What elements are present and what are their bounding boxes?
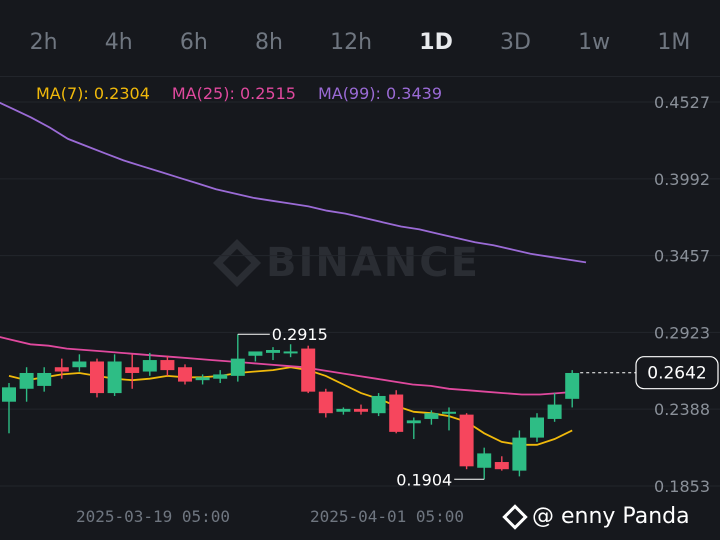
candle-body [248, 351, 263, 356]
y-tick-label: 0.1853 [654, 477, 710, 496]
tab-3d[interactable]: 3D [500, 29, 531, 55]
candle-body [512, 437, 527, 471]
watermark-text: BINANCE [266, 240, 480, 286]
current-price-box [635, 356, 719, 390]
candle-body [477, 453, 492, 468]
attribution: @ enny Panda [502, 503, 690, 530]
y-tick-label: 0.4527 [654, 93, 710, 112]
x-tick-label: 2025-04-01 05:00 [310, 507, 464, 526]
candle-body [301, 348, 316, 392]
interval-tabs: 2h 4h 6h 8h 12h 1D 3D 1w 1M [0, 0, 720, 88]
candle-body [266, 350, 280, 353]
candle-body [19, 372, 34, 389]
candle-body [90, 361, 104, 394]
candle-body [125, 367, 140, 373]
candle-body [178, 367, 192, 382]
candle-body [54, 367, 69, 372]
x-tick-label: 2025-03-19 05:00 [76, 507, 230, 526]
candle-body [547, 404, 562, 419]
tab-1d[interactable]: 1D [419, 29, 453, 55]
ma25-label: MA(25): 0.2515 [171, 84, 296, 103]
candle-body [230, 358, 245, 376]
ma7-label: MA(7): 0.2304 [36, 84, 150, 103]
ma99-line [0, 101, 587, 264]
y-tick-label: 0.3457 [654, 247, 710, 266]
ma99-label: MA(99): 0.3439 [317, 84, 442, 103]
candle-body [371, 395, 386, 414]
candle-body [459, 414, 474, 467]
tab-4h[interactable]: 4h [104, 29, 133, 55]
candle-body [213, 374, 228, 379]
candle-body [565, 372, 580, 399]
candle-body [424, 413, 439, 419]
candle-body [283, 351, 298, 354]
divider [0, 76, 720, 77]
candle-body [160, 360, 175, 371]
candle-body [336, 408, 351, 412]
candle-body [354, 408, 368, 412]
y-tick-label: 0.3992 [654, 170, 710, 189]
tab-6h[interactable]: 6h [179, 29, 208, 55]
current-price-label: 0.2642 [647, 364, 706, 384]
candle-body [142, 360, 157, 372]
y-tick-label: 0.2388 [654, 400, 710, 419]
y-tick-label: 0.2923 [654, 323, 710, 342]
watermark: BINANCE [212, 238, 480, 288]
candle-body [37, 372, 52, 386]
candle-body [406, 420, 421, 424]
high-price-label: 0.2915 [272, 325, 328, 344]
candle-body [2, 387, 16, 402]
ma25-line [0, 336, 577, 396]
candle-body [494, 462, 509, 470]
tab-2h[interactable]: 2h [29, 29, 58, 55]
tab-1m[interactable]: 1M [657, 29, 691, 55]
candle-body [195, 377, 210, 381]
tab-1w[interactable]: 1w [578, 29, 611, 55]
low-price-label: 0.1904 [396, 470, 452, 489]
ma-legend: MA(7): 0.2304 MA(25): 0.2515 MA(99): 0.3… [36, 84, 442, 103]
candle-body [530, 417, 544, 438]
candle-body [442, 411, 456, 414]
attribution-text: @ enny Panda [532, 504, 690, 529]
candle-body [107, 361, 122, 394]
tab-12h[interactable]: 12h [330, 29, 373, 55]
tab-8h[interactable]: 8h [255, 29, 283, 55]
candle-body [72, 361, 87, 368]
binance-logo-icon [502, 503, 528, 530]
candle-body [318, 391, 333, 414]
candle-body [389, 394, 404, 432]
